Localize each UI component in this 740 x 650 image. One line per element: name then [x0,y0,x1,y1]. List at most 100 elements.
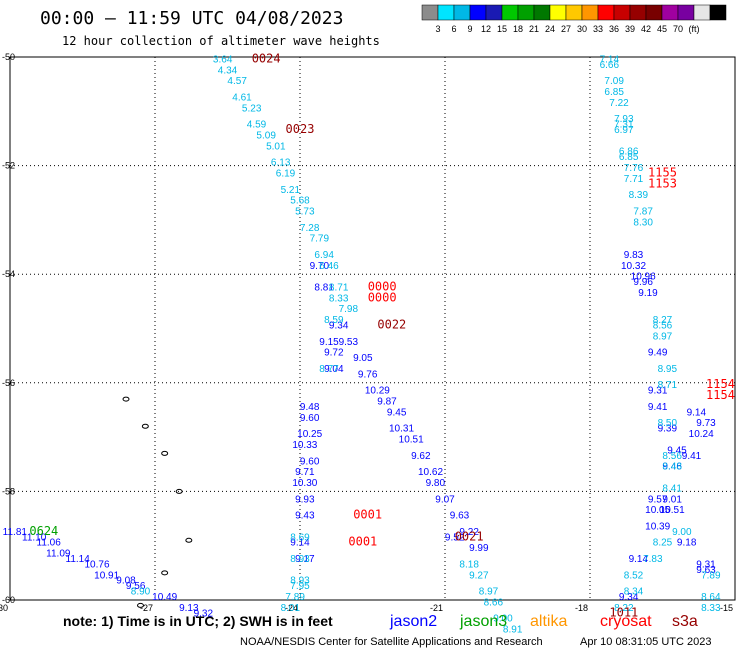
legend-swatch [485,4,503,21]
data-label: 9.60 [300,413,320,424]
y-tick-label: -56 [2,378,15,388]
data-label: 0001 [348,535,377,549]
data-label: 9.57 [648,494,668,505]
data-label: 4.34 [218,65,238,76]
data-label: 8.69 [290,532,310,543]
legend-label: 42 [641,24,651,34]
islands [122,396,193,608]
legend-swatch [533,4,551,21]
plot-border [9,56,736,601]
data-label: 0022 [377,318,406,332]
data-label: 9.05 [353,353,373,364]
y-tick-label: -52 [2,161,15,171]
legend-label: 33 [593,24,603,34]
legend-swatch [693,4,711,21]
data-label: 8.97 [479,587,499,598]
legend-swatch [469,4,487,21]
data-label: 6.66 [600,60,620,71]
data-label: 9.52 [445,532,465,543]
data-label: 9.14 [687,407,707,418]
data-label: 9.45 [667,445,687,456]
footer: note: 1) Time is in UTC; 2) SWH is in fe… [63,613,711,648]
data-label: 8.33 [329,293,349,304]
y-tick-label: -54 [2,269,15,279]
data-label: 11.14 [66,554,91,565]
header: 00:00 – 11:59 UTC 04/08/2023 12 hour col… [40,8,380,48]
data-label: 6.46 [319,261,339,272]
data-label: 5.23 [242,103,262,114]
data-label: 8.52 [624,570,644,581]
data-label: 9.34 [329,321,349,332]
data-label: 7.87 [633,206,653,217]
data-label: 8.30 [633,217,653,228]
data-label: 9.63 [450,511,470,522]
data-label: 9.93 [295,494,315,505]
data-label: 8.71 [329,282,349,293]
legend-swatch [501,4,519,21]
legend-label: 27 [561,24,571,34]
data-label: 6.85 [619,152,639,163]
data-label: 9.13 [179,603,199,614]
data-label: 7.98 [339,304,359,315]
data-label: 9.22 [459,527,479,538]
wave-height-labels: 9.70 8.81 9.34 9.159.72 9.04 9.53 9.05 9.76 10.2… [3,51,735,635]
data-label: 8.39 [629,190,649,201]
data-label: 8.93 [290,576,310,587]
data-label: 9.70 [310,261,330,272]
data-label: 3.64 [213,54,233,65]
map-subtitle: 12 hour collection of altimeter wave hei… [62,34,380,48]
data-label: 9.53 [339,337,359,348]
island-outline [141,423,149,429]
data-label: 9.99 [469,543,489,554]
data-label: 11.10 [22,532,47,543]
legend-swatch [453,4,471,21]
data-label: 9.27 [469,570,489,581]
data-label: 10.32 [621,261,646,272]
data-label: 8.22 [614,603,634,614]
data-label: 9.87 [377,397,397,408]
data-label: 6.94 [314,250,334,261]
legend-label: (ft) [689,24,700,34]
legend-label: 24 [545,24,555,34]
data-label: 9.32 [194,608,214,619]
island-outline [161,570,169,576]
data-label: 9.18 [677,538,697,549]
island-outline [122,396,130,402]
data-label: 9.34 [619,592,639,603]
data-label: 10.49 [152,592,177,603]
x-tick-label: -15 [720,603,733,613]
data-label: 8.18 [459,559,479,570]
data-label: 9.83 [624,250,644,261]
data-label: 8.64 [701,592,721,603]
legend-swatch [645,4,663,21]
data-label: 7.76 [624,163,644,174]
data-label: 9.00 [672,527,692,538]
data-label: 4.59 [247,120,267,131]
plot-area [9,56,736,601]
data-label: 0000 [368,279,397,293]
data-label: 8.81 [314,282,334,293]
legend-label: 3 [435,24,440,34]
axis-ticks: -30 -27 -24 -21 -18 -15 -50 -52 -54 -56 -58 -60 [0,52,733,613]
data-label: 10.51 [660,505,685,516]
legend-swatch [629,4,647,21]
color-legend: 3 6 9 12 15 18 21 24 27 30 33 36 39 42 45 70 (ft) [421,4,727,34]
data-label: 8.66 [484,597,504,608]
data-label: 7.09 [604,76,624,87]
data-label: 10.29 [365,386,390,397]
data-label: 8.95 [658,364,678,375]
data-label: 9.48 [300,402,320,413]
island-outline [161,450,169,456]
x-tick-label: -24 [285,603,298,613]
legend-label: 9 [467,24,472,34]
legend-swatch [421,4,439,21]
data-label: 5.09 [256,130,276,141]
data-label: 5.73 [295,206,315,217]
data-label: 5.21 [281,185,301,196]
data-label: 9.07 [435,494,455,505]
island-outline [137,602,144,608]
data-label: 10.51 [399,435,424,446]
data-label: 7.93 [614,114,634,125]
legend-label: 18 [513,24,523,34]
data-label: 9.08 [116,576,136,587]
